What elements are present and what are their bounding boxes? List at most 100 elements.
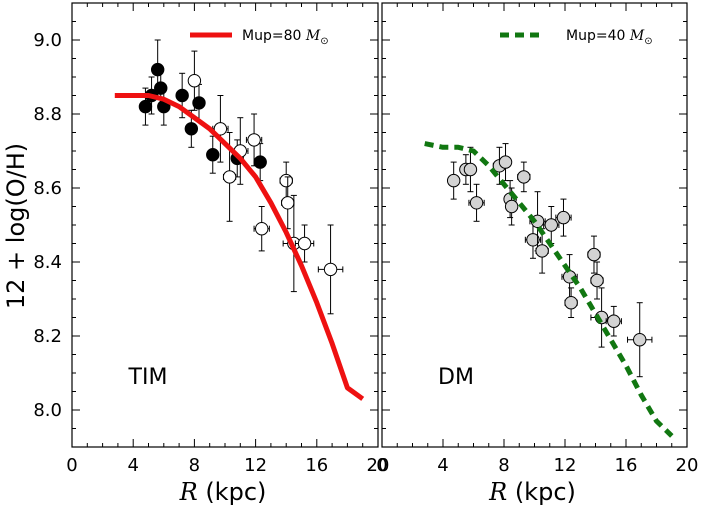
x-tick-label: 4 bbox=[437, 455, 448, 476]
panel-dm: 0 4 8 12 16 20 R (kpc) Mup=40 M⊙ DM bbox=[376, 2, 699, 506]
y-tick-label: 8.2 bbox=[33, 326, 62, 347]
x-tick-label: 8 bbox=[498, 455, 509, 476]
marker bbox=[138, 99, 153, 114]
data-point bbox=[564, 287, 578, 318]
data-point bbox=[294, 224, 315, 263]
panel-label: DM bbox=[438, 365, 474, 390]
data-point bbox=[253, 206, 270, 252]
data-point bbox=[157, 87, 171, 126]
marker bbox=[590, 273, 604, 288]
marker bbox=[323, 262, 338, 277]
data-point bbox=[463, 146, 478, 193]
legend: Mup=80 M⊙ bbox=[190, 28, 329, 47]
marker bbox=[175, 88, 189, 103]
data-point bbox=[543, 206, 560, 244]
marker bbox=[556, 210, 571, 225]
y-tick-label: 8.4 bbox=[33, 252, 62, 273]
legend-symbol: M bbox=[629, 28, 645, 44]
data-point bbox=[279, 161, 293, 200]
marker bbox=[206, 148, 220, 162]
data-point bbox=[517, 161, 531, 193]
data-point bbox=[627, 302, 653, 378]
data-point bbox=[504, 187, 519, 226]
y-tick-label: 9.0 bbox=[33, 30, 62, 51]
x-axis-unit: (kpc) bbox=[507, 478, 576, 506]
data-point bbox=[317, 224, 344, 315]
data-point bbox=[535, 228, 549, 274]
x-tick-label: 20 bbox=[367, 455, 390, 476]
data-point bbox=[605, 305, 622, 337]
x-tick-label: 0 bbox=[376, 455, 387, 476]
data-point bbox=[587, 235, 601, 274]
marker bbox=[498, 155, 513, 169]
marker bbox=[564, 296, 578, 310]
marker bbox=[463, 162, 478, 177]
legend-label: Mup=80 M⊙ bbox=[242, 28, 329, 47]
marker bbox=[587, 247, 601, 262]
legend-label: Mup=40 M⊙ bbox=[566, 28, 653, 47]
marker bbox=[184, 122, 199, 136]
marker bbox=[504, 199, 519, 214]
marker bbox=[192, 96, 206, 110]
legend: Mup=40 M⊙ bbox=[500, 28, 653, 47]
y-axis-label: 12 + log(O/H) bbox=[2, 143, 30, 309]
x-axis-symbol: R bbox=[179, 478, 198, 506]
x-tick-label: 16 bbox=[305, 455, 328, 476]
marker bbox=[279, 173, 293, 188]
model-curve bbox=[424, 141, 674, 438]
legend-subscript: ⊙ bbox=[644, 36, 652, 47]
marker bbox=[187, 74, 202, 88]
data-point bbox=[590, 261, 604, 300]
x-tick-label: 12 bbox=[244, 455, 267, 476]
x-tick-label: 4 bbox=[127, 455, 138, 476]
data-point bbox=[245, 113, 263, 167]
legend-text: Mup=80 bbox=[242, 28, 306, 44]
data-point bbox=[446, 161, 461, 200]
x-tick-label: 12 bbox=[554, 455, 577, 476]
marker bbox=[281, 196, 295, 210]
x-tick-label: 0 bbox=[66, 455, 77, 476]
marker bbox=[222, 170, 237, 184]
data-point bbox=[187, 50, 202, 111]
data-point bbox=[212, 95, 229, 163]
data-point bbox=[524, 220, 542, 259]
data-point bbox=[222, 132, 237, 222]
marker bbox=[247, 133, 261, 147]
marker bbox=[535, 244, 549, 258]
marker bbox=[255, 222, 269, 236]
data-point bbox=[468, 183, 485, 222]
x-axis-symbol: R bbox=[488, 478, 507, 506]
marker bbox=[253, 155, 267, 169]
panel-label: TIM bbox=[128, 365, 168, 390]
data-point bbox=[175, 72, 189, 119]
marker bbox=[607, 314, 621, 328]
x-axis-label: R (kpc) bbox=[179, 478, 267, 506]
legend-symbol: M bbox=[305, 28, 321, 44]
marker bbox=[517, 170, 531, 184]
marker bbox=[297, 236, 312, 251]
x-axis-label: R (kpc) bbox=[488, 478, 576, 506]
x-tick-label: 16 bbox=[615, 455, 638, 476]
plot-area bbox=[114, 39, 365, 401]
data-point bbox=[206, 135, 220, 174]
y-tick-label: 8.0 bbox=[33, 400, 62, 421]
x-tick-label: 20 bbox=[676, 455, 699, 476]
marker bbox=[526, 233, 540, 247]
marker bbox=[213, 122, 228, 136]
data-point bbox=[555, 198, 572, 237]
x-tick-label: 8 bbox=[189, 455, 200, 476]
marker bbox=[544, 218, 558, 232]
model-curve bbox=[114, 93, 365, 401]
x-axis-unit: (kpc) bbox=[198, 478, 267, 506]
legend-text: Mup=40 bbox=[566, 28, 630, 44]
plot-area bbox=[424, 141, 674, 438]
marker bbox=[633, 333, 647, 347]
panel-tim: 0 4 8 12 16 20 8.0 8.2 8.4 8.6 8.8 9.0 R (kpc) Mup=80… bbox=[33, 2, 390, 506]
data-point bbox=[498, 143, 513, 182]
y-tick-label: 8.6 bbox=[33, 178, 62, 199]
marker bbox=[446, 173, 461, 188]
legend-subscript: ⊙ bbox=[320, 36, 328, 47]
y-tick-label: 8.8 bbox=[33, 104, 62, 125]
marker bbox=[469, 196, 484, 210]
